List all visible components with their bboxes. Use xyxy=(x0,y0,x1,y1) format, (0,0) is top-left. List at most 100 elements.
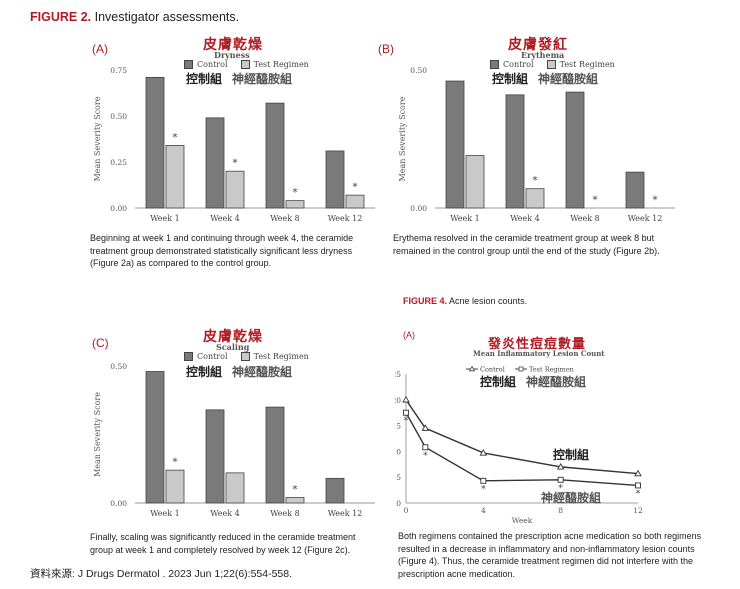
legend-control: Control xyxy=(197,352,228,361)
panel-b-subtitle: Erythema xyxy=(521,50,565,60)
point-test xyxy=(422,444,429,451)
bar-test xyxy=(525,188,545,209)
panel-b-caption: Erythema resolved in the ceramide treatm… xyxy=(393,233,660,256)
y-tick-label: 0.00 xyxy=(110,499,127,508)
panel-b-cn-legend: 控制組 神經醯胺組 xyxy=(492,72,599,86)
bar-control xyxy=(145,371,165,504)
panel-b-cn-title: 皮膚發紅 xyxy=(508,36,568,52)
y-tick-label: 10 xyxy=(395,447,401,456)
panel-c-letter: (C) xyxy=(92,336,109,350)
x-tick-label: 8 xyxy=(558,506,563,515)
y-axis-label: Mean Severity Score xyxy=(93,96,102,181)
x-tick-label: Week 1 xyxy=(150,509,180,518)
bar-test xyxy=(465,155,485,209)
y-tick-label: 5 xyxy=(396,473,401,482)
bar-control xyxy=(205,409,225,504)
legend-test: Test Regimen xyxy=(559,60,615,69)
figure2-title: FIGURE 2. Investigator assessments. xyxy=(30,10,240,24)
legend-test: Test Regimen xyxy=(529,366,574,374)
panel-d-caption: Both regimens contained the prescription… xyxy=(398,531,702,579)
bar-test xyxy=(285,200,305,209)
source-citation: 資料來源: J Drugs Dermatol . 2023 Jun 1;22(6… xyxy=(30,568,293,580)
x-tick-label: Week 4 xyxy=(210,214,240,223)
significance-marker: * xyxy=(423,451,428,461)
significance-marker: * xyxy=(481,485,486,495)
legend-control-marker xyxy=(468,365,476,372)
y-tick-label: 0.50 xyxy=(110,362,127,371)
legend-control: Control xyxy=(503,60,534,69)
significance-marker: * xyxy=(293,485,298,496)
line-label-control: 控制組 xyxy=(553,448,590,462)
panel-c-cn-title: 皮膚乾燥 xyxy=(203,328,263,344)
point-control xyxy=(402,395,410,403)
panel-b-legend: Control Test Regimen xyxy=(490,60,615,69)
y-axis-label: Mean Severity Score xyxy=(398,96,407,181)
series-line-control xyxy=(405,399,639,475)
bar-control xyxy=(265,102,285,209)
bar-control xyxy=(325,477,345,504)
bar-control xyxy=(625,171,645,209)
point-control xyxy=(556,462,565,470)
y-tick-label: 15 xyxy=(395,422,401,431)
bar-test xyxy=(225,170,245,209)
x-tick-label: Week 12 xyxy=(328,214,363,223)
significance-marker: * xyxy=(233,158,238,169)
point-test xyxy=(403,409,409,416)
x-tick-label: Week 1 xyxy=(450,214,480,223)
panel-a-caption: Beginning at week 1 and continuing throu… xyxy=(90,233,354,268)
point-control xyxy=(421,424,430,431)
significance-marker: * xyxy=(593,195,598,206)
point-control xyxy=(634,469,642,477)
panel-c-caption: Finally, scaling was significantly reduc… xyxy=(90,532,356,555)
x-tick-label: Week 8 xyxy=(270,214,300,223)
y-tick-label: 0.75 xyxy=(110,66,127,75)
x-tick-label: Week 4 xyxy=(210,509,240,518)
x-tick-label: Week 8 xyxy=(570,214,600,223)
significance-marker: * xyxy=(353,182,358,193)
y-tick-label: 20 xyxy=(395,396,401,405)
bar-test xyxy=(165,145,185,209)
test-swatch xyxy=(240,352,250,361)
significance-marker: * xyxy=(293,188,298,199)
y-tick-label: 0.25 xyxy=(110,158,127,167)
panel-a-letter: (A) xyxy=(92,42,108,56)
legend-test: Test Regimen xyxy=(253,60,309,69)
bar-control xyxy=(505,94,525,209)
x-tick-label: 4 xyxy=(481,506,486,515)
significance-marker: * xyxy=(558,484,563,494)
panel-a-subtitle: Dryness xyxy=(214,50,250,60)
bar-control xyxy=(205,117,225,209)
legend-control: Control xyxy=(480,366,505,374)
legend-test-marker xyxy=(518,366,524,372)
x-tick-label: Week 12 xyxy=(628,214,663,223)
x-tick-label: Week 8 xyxy=(270,509,300,518)
point-test xyxy=(480,477,487,484)
series-line-test xyxy=(405,412,639,487)
panel-d-subtitle: Mean Inflammatory Lesion Count xyxy=(473,349,605,358)
panel-c-legend: Control Test Regimen xyxy=(184,352,309,361)
bar-test xyxy=(285,497,305,504)
y-tick-label: 0.50 xyxy=(410,66,427,75)
x-axis-label: Week xyxy=(512,516,533,525)
chart-scaling: Mean Severity Score 0.00 0.50 * Week 1 Week 4… xyxy=(93,362,375,518)
bar-control xyxy=(565,91,585,209)
chart-erythema: Mean Severity Score 0.00 0.50 Week 1 * Week 4… xyxy=(398,66,675,223)
point-test xyxy=(635,482,641,489)
bar-control xyxy=(145,76,165,209)
control-swatch xyxy=(184,352,193,361)
control-swatch xyxy=(184,60,193,69)
bar-test xyxy=(225,472,245,504)
point-test xyxy=(557,476,564,483)
panel-a-cn-legend: 控制組 神經醯胺組 xyxy=(186,72,293,86)
panel-c-cn-legend: 控制組 神經醯胺組 xyxy=(186,365,293,379)
chart-dryness: Mean Severity Score 0.00 0.25 0.50 0.75 * Week… xyxy=(93,66,375,223)
y-tick-label: 25 xyxy=(395,370,401,379)
point-control xyxy=(479,449,488,456)
figure4-title: FIGURE 4. Acne lesion counts. xyxy=(403,296,528,306)
significance-marker: * xyxy=(173,457,178,468)
bar-control xyxy=(325,150,345,209)
significance-marker: * xyxy=(636,489,641,499)
x-tick-label: Week 4 xyxy=(510,214,540,223)
bar-test xyxy=(165,469,185,504)
panel-b-letter: (B) xyxy=(378,42,394,56)
